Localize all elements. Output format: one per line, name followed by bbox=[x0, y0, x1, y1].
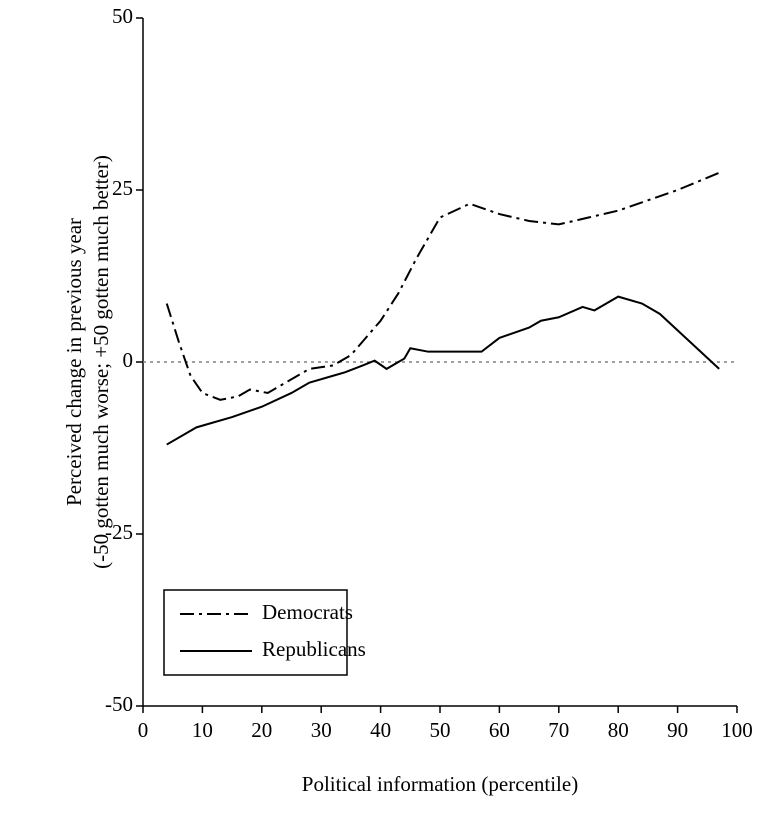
series-line bbox=[165, 171, 720, 401]
x-tick-label: 100 bbox=[721, 718, 753, 742]
x-tick-label: 60 bbox=[489, 718, 510, 742]
y-tick-label: -50 bbox=[105, 692, 133, 716]
legend-label: Democrats bbox=[262, 600, 353, 624]
y-axis-label: Perceived change in previous year bbox=[62, 218, 86, 506]
y-tick-label: 25 bbox=[112, 176, 133, 200]
legend-label: Republicans bbox=[262, 637, 366, 661]
y-tick-label: 0 bbox=[123, 348, 134, 372]
x-tick-label: 90 bbox=[667, 718, 688, 742]
x-tick-label: 20 bbox=[251, 718, 272, 742]
x-tick-label: 30 bbox=[311, 718, 332, 742]
x-tick-label: 80 bbox=[608, 718, 629, 742]
x-tick-label: 50 bbox=[430, 718, 451, 742]
x-tick-label: 70 bbox=[548, 718, 569, 742]
series-line bbox=[166, 295, 720, 446]
y-tick-label: 50 bbox=[112, 4, 133, 28]
y-axis-sublabel: (-50 gotten much worse; +50 gotten much … bbox=[89, 155, 113, 569]
x-tick-label: 0 bbox=[138, 718, 149, 742]
x-tick-label: 10 bbox=[192, 718, 213, 742]
y-tick-label: -25 bbox=[105, 520, 133, 544]
x-tick-label: 40 bbox=[370, 718, 391, 742]
x-axis-label: Political information (percentile) bbox=[302, 772, 578, 796]
legend-box bbox=[163, 589, 348, 676]
